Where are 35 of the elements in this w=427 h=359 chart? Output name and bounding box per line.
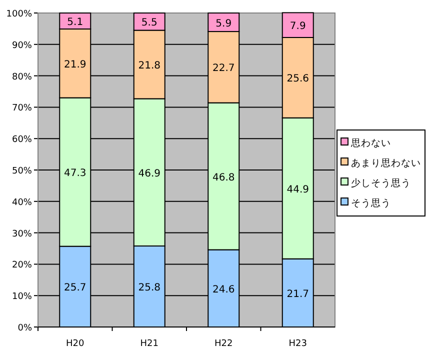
y-tick-label: 50% xyxy=(12,166,32,176)
x-tick-label: H21 xyxy=(140,339,158,349)
data-label: 7.9 xyxy=(290,21,306,32)
y-tick-label: 0% xyxy=(18,324,32,334)
y-tick-label: 70% xyxy=(12,104,32,114)
data-label: 5.9 xyxy=(216,18,232,30)
y-tick-label: 10% xyxy=(12,292,32,302)
legend-label: そう思う xyxy=(351,198,391,209)
data-label: 25.7 xyxy=(64,282,86,294)
x-tick-label: H20 xyxy=(66,339,84,349)
data-label: 24.6 xyxy=(212,284,235,296)
legend-label: 少しそう思う xyxy=(351,177,411,189)
data-label: 46.8 xyxy=(212,172,235,184)
legend-label: 思わない xyxy=(350,138,391,149)
y-tick-label: 60% xyxy=(12,135,32,146)
data-label: 21.7 xyxy=(286,288,310,300)
data-label: 22.7 xyxy=(212,63,235,74)
y-tick-label: 90% xyxy=(12,40,32,51)
y-tick-label: 100% xyxy=(6,10,32,20)
y-tick-label: 30% xyxy=(12,229,32,240)
data-label: 46.9 xyxy=(138,168,161,180)
data-label: 44.9 xyxy=(286,184,310,196)
legend-label: あまり思わない xyxy=(351,158,421,169)
y-tick-label: 40% xyxy=(12,198,32,208)
data-label: 25.6 xyxy=(286,74,310,85)
data-label: 47.3 xyxy=(64,168,86,180)
data-label: 21.8 xyxy=(138,60,161,72)
data-label: 25.8 xyxy=(138,282,161,294)
data-label: 5.5 xyxy=(141,18,158,29)
data-label: 21.9 xyxy=(64,59,86,70)
x-tick-label: H22 xyxy=(214,339,233,349)
data-label: 5.1 xyxy=(67,17,84,28)
x-tick-label: H23 xyxy=(288,339,307,349)
y-tick-label: 20% xyxy=(12,260,32,271)
y-tick-label: 80% xyxy=(12,72,32,82)
